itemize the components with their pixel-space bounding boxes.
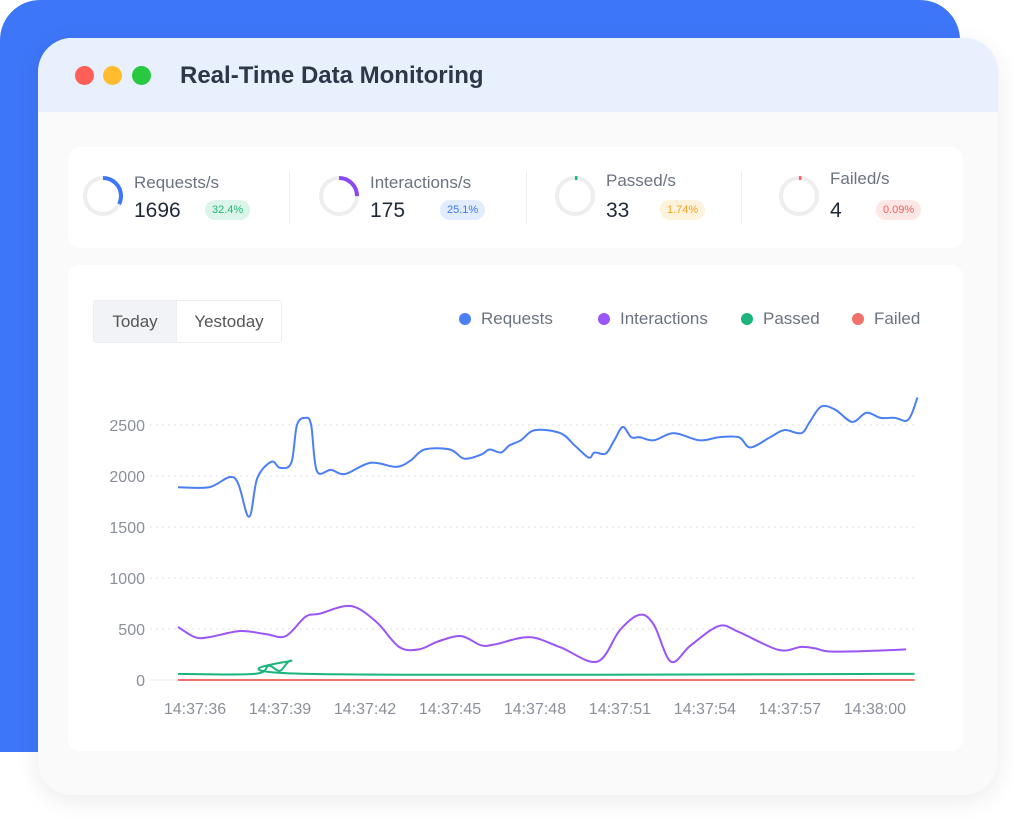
ring-progress: [779, 176, 819, 216]
stat-label: Passed/s: [606, 171, 676, 190]
ring-progress: [319, 176, 359, 216]
legend-dot-icon: [741, 313, 753, 325]
stat-badge: 1.74%: [660, 200, 706, 220]
ring-track: [779, 176, 819, 216]
legend-label: Failed: [874, 309, 921, 328]
x-tick-label: 14:37:45: [419, 701, 481, 718]
x-tick-label: 14:37:51: [589, 701, 651, 718]
stat-value: 1696: [134, 199, 181, 222]
legend-dot-icon: [852, 313, 864, 325]
y-tick-label: 2000: [109, 469, 145, 486]
stat-value: 33: [606, 199, 630, 222]
series-line-requests: [177, 397, 919, 518]
legend-failed[interactable]: Failed: [852, 309, 920, 329]
ring-progress: [83, 176, 123, 216]
failed-ring-icon: [779, 176, 819, 216]
line-chart: 0 500 1000 1500 2000 2500 14:37:36 14:37:39 14:3…: [109, 397, 919, 718]
interactions-ring-icon: [319, 176, 359, 216]
legend-passed[interactable]: Passed: [741, 309, 820, 329]
legend-label: Interactions: [620, 309, 708, 328]
legend-dot-icon: [459, 313, 471, 325]
app-window: Real-Time Data Monitoring Requests/s 169…: [38, 38, 998, 795]
y-tick-label: 500: [118, 622, 145, 639]
legend-label: Passed: [763, 309, 820, 328]
legend-dot-icon: [598, 313, 610, 325]
today-button[interactable]: Today: [93, 300, 177, 343]
series-line-passed: [178, 659, 915, 676]
passed-ring-icon: [555, 176, 595, 216]
stats-card: Requests/s 1696 32.4% Interactions/s 175…: [68, 147, 963, 248]
y-tick-label: 0: [136, 673, 145, 690]
chart-card: Today Yestoday Requests Interactions Pas…: [68, 265, 963, 751]
minimize-dot[interactable]: [103, 66, 122, 85]
y-tick-label: 2500: [109, 418, 145, 435]
y-tick-label: 1000: [109, 571, 145, 588]
x-tick-label: 14:37:54: [674, 701, 736, 718]
stat-label: Interactions/s: [370, 173, 472, 192]
series-line-interactions: [177, 604, 907, 664]
divider: [526, 171, 527, 224]
x-tick-label: 14:37:42: [334, 701, 396, 718]
legend-requests[interactable]: Requests: [459, 309, 553, 329]
x-tick-label: 14:38:00: [844, 701, 906, 718]
maximize-dot[interactable]: [132, 66, 151, 85]
ring-progress: [555, 176, 595, 216]
legend-label: Requests: [481, 309, 553, 328]
x-tick-label: 14:37:48: [504, 701, 566, 718]
requests-ring-icon: [83, 176, 123, 216]
divider: [289, 171, 290, 224]
y-tick-label: 1500: [109, 520, 145, 537]
x-tick-label: 14:37:57: [759, 701, 821, 718]
stat-value: 4: [830, 199, 842, 222]
stat-label: Failed/s: [830, 169, 890, 188]
stat-value: 175: [370, 199, 406, 222]
ring-track: [555, 176, 595, 216]
divider: [741, 171, 742, 224]
x-tick-label: 14:37:39: [249, 701, 311, 718]
yesterday-button[interactable]: Yestoday: [176, 300, 282, 343]
close-dot[interactable]: [75, 66, 94, 85]
stat-badge: 25.1%: [440, 200, 486, 220]
stat-badge: 0.09%: [876, 200, 922, 220]
title-bar: Real-Time Data Monitoring: [38, 38, 998, 112]
x-tick-label: 14:37:36: [164, 701, 226, 718]
window-title: Real-Time Data Monitoring: [180, 62, 484, 89]
stat-label: Requests/s: [134, 173, 220, 192]
legend-interactions[interactable]: Interactions: [598, 309, 708, 329]
stat-badge: 32.4%: [205, 200, 251, 220]
